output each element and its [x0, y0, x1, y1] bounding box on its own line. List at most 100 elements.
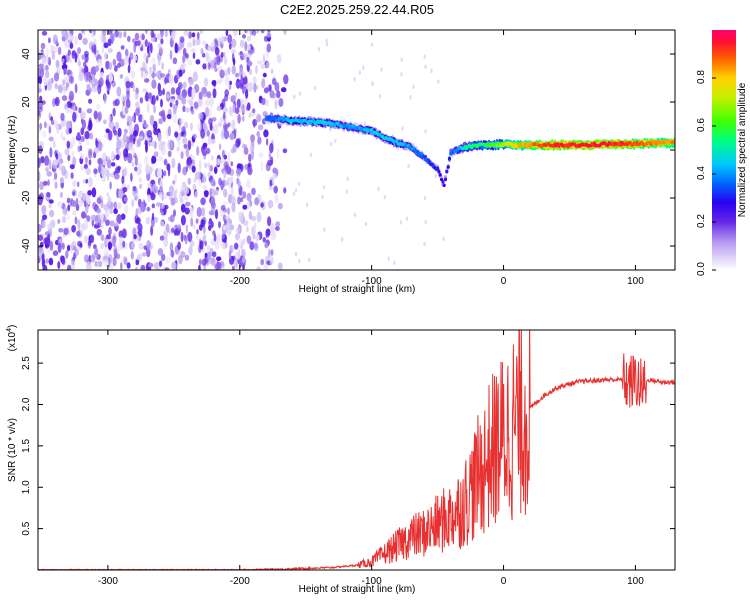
noise-blob	[49, 147, 53, 158]
noise-blob	[157, 248, 164, 256]
noise-blob	[239, 39, 245, 48]
noise-blob	[222, 106, 228, 114]
noise-blob	[103, 42, 109, 49]
noise-blob	[240, 213, 244, 224]
noise-blob	[159, 180, 163, 189]
noise-blob	[71, 240, 76, 247]
noise-blob	[244, 163, 249, 171]
x-tick-label: -300	[98, 276, 118, 287]
noise-blob	[202, 176, 207, 183]
noise-blob	[180, 185, 185, 194]
noise-blob	[149, 43, 153, 54]
noise-blob	[45, 258, 49, 264]
noise-blob	[230, 95, 236, 103]
noise-blob	[246, 35, 252, 42]
noise-blob	[270, 222, 275, 233]
noise-blob	[100, 202, 104, 209]
noise-blob	[158, 118, 163, 125]
noise-blob	[146, 45, 150, 54]
noise-blob	[72, 156, 77, 167]
noise-blob	[114, 173, 120, 180]
noise-blob	[200, 197, 206, 206]
noise-blob	[198, 91, 203, 100]
noise-blob	[54, 181, 58, 189]
noise-blob	[65, 82, 70, 88]
noise-blob	[239, 51, 243, 56]
noise-blob	[38, 223, 42, 233]
noise-blob	[88, 159, 92, 166]
noise-blob	[129, 134, 134, 142]
noise-blob	[230, 161, 234, 167]
noise-blob	[100, 71, 104, 79]
noise-blob	[224, 69, 229, 77]
noise-blob	[57, 242, 62, 253]
noise-blob	[60, 132, 63, 140]
noise-blob	[177, 255, 183, 265]
noise-blob	[234, 72, 240, 78]
noise-blob	[246, 102, 251, 111]
noise-blob	[223, 56, 228, 66]
noise-blob	[115, 147, 119, 154]
noise-blob	[204, 240, 207, 247]
noise-blob	[237, 114, 241, 124]
noise-blob	[65, 250, 69, 259]
noise-blob	[101, 219, 104, 229]
noise-blob	[145, 142, 148, 153]
noise-blob	[247, 49, 254, 56]
noise-blob	[84, 130, 90, 140]
noise-blob	[104, 132, 109, 139]
noise-blob	[216, 53, 220, 63]
noise-blob	[38, 128, 42, 134]
noise-blob	[424, 219, 427, 225]
noise-blob	[114, 98, 120, 107]
ridge-segment	[443, 177, 448, 182]
noise-blob	[128, 124, 133, 131]
noise-blob	[97, 58, 103, 67]
noise-blob	[371, 81, 374, 86]
noise-blob	[182, 54, 186, 64]
noise-blob	[210, 202, 217, 209]
x-tick-label: 0	[501, 576, 507, 587]
noise-blob	[242, 204, 248, 210]
noise-blob	[222, 179, 226, 187]
noise-blob	[280, 87, 287, 93]
noise-blob	[192, 52, 196, 59]
noise-blob	[198, 264, 201, 270]
noise-blob	[126, 121, 130, 126]
noise-blob	[194, 171, 201, 180]
noise-blob	[63, 67, 67, 75]
noise-blob	[184, 237, 188, 245]
noise-blob	[126, 183, 130, 190]
noise-blob	[96, 49, 100, 55]
noise-blob	[226, 166, 232, 175]
noise-blob	[200, 129, 206, 139]
noise-blob	[118, 31, 123, 39]
noise-blob	[38, 234, 44, 241]
noise-blob	[157, 43, 162, 50]
noise-blob	[254, 197, 260, 206]
noise-blob	[185, 146, 189, 158]
noise-blob	[235, 168, 242, 175]
noise-blob	[294, 251, 298, 257]
noise-blob	[171, 30, 176, 41]
noise-blob	[78, 199, 84, 208]
noise-blob	[139, 97, 144, 104]
noise-blob	[242, 264, 245, 270]
noise-blob	[89, 254, 96, 263]
noise-blob	[224, 180, 229, 186]
noise-blob	[117, 127, 122, 137]
noise-blob	[133, 234, 137, 240]
noise-blob	[58, 228, 64, 233]
noise-blob	[82, 30, 86, 35]
noise-blob	[71, 151, 75, 158]
noise-blob	[247, 60, 253, 67]
noise-blob	[111, 162, 116, 167]
noise-blob	[94, 65, 100, 72]
noise-blob	[272, 172, 278, 179]
noise-blob	[237, 249, 241, 261]
noise-blob	[230, 148, 236, 154]
noise-blob	[145, 216, 151, 225]
noise-blob	[149, 114, 155, 126]
noise-blob	[69, 164, 75, 170]
noise-blob	[132, 185, 137, 192]
